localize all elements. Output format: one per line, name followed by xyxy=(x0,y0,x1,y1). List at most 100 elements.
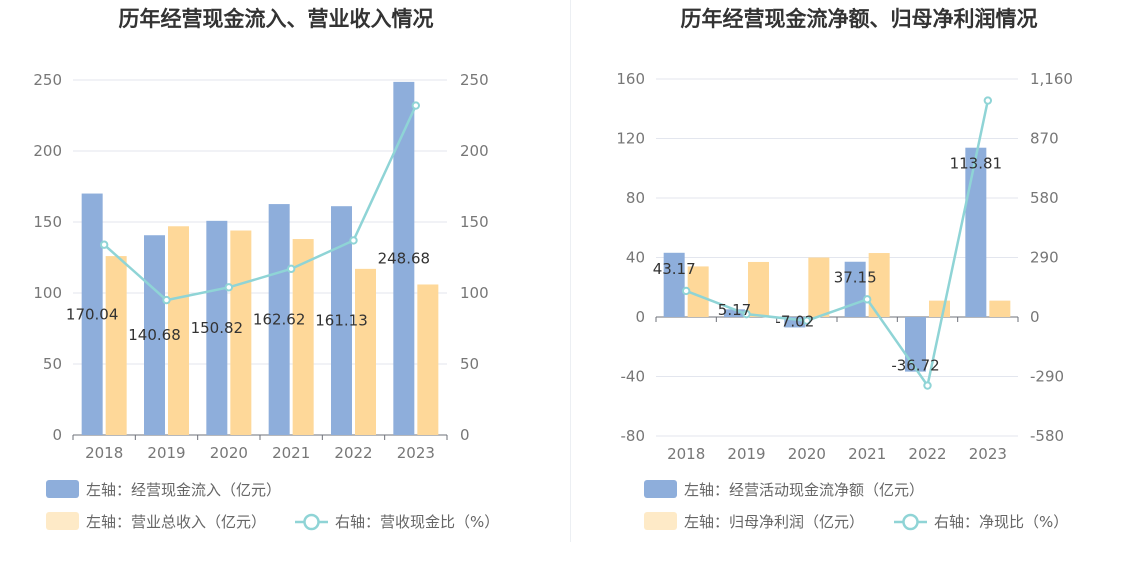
bar-data-label: 140.68 xyxy=(128,326,181,344)
ratio-point xyxy=(983,96,993,105)
legend-line-marker xyxy=(303,513,320,531)
bar-data-label: 162.62 xyxy=(253,311,306,329)
y-left-tick: 200 xyxy=(33,142,62,160)
bar-data-label: 150.82 xyxy=(191,319,244,337)
bar-cash-inflow xyxy=(206,220,228,435)
legend-swatch xyxy=(644,480,677,498)
bar-net-cashflow xyxy=(965,147,987,317)
x-tick-label: 2020 xyxy=(788,445,826,463)
chart-title: 历年经营现金流净额、归母净利润情况 xyxy=(681,7,1038,31)
bar-data-label: -7.02 xyxy=(775,312,814,330)
y-right-tick: 1,160 xyxy=(1030,70,1073,88)
bar-revenue xyxy=(292,239,314,435)
y-right-tick: 50 xyxy=(460,355,479,373)
y-right-tick: 0 xyxy=(1030,308,1040,326)
y-right-tick: 870 xyxy=(1030,130,1059,148)
y-right-tick: -580 xyxy=(1030,427,1064,445)
legend-label: 左轴：营业总收入（亿元） xyxy=(86,513,266,531)
y-right-tick: 250 xyxy=(460,71,489,89)
bar-data-label: 161.13 xyxy=(315,312,368,330)
x-tick-label: 2023 xyxy=(397,444,435,462)
y-left-tick: 0 xyxy=(635,308,645,326)
y-right-tick: 100 xyxy=(460,284,489,302)
ratio-point xyxy=(742,309,751,319)
legend-swatch xyxy=(644,512,677,530)
bar-data-label: 43.17 xyxy=(653,260,696,278)
y-right-tick: 0 xyxy=(460,426,470,444)
bar-revenue xyxy=(355,268,376,435)
y-left-tick: 150 xyxy=(33,213,62,231)
y-left-tick: -80 xyxy=(621,427,646,445)
y-left-tick: 100 xyxy=(33,284,62,302)
bar-net-profit xyxy=(929,300,950,317)
bar-net-profit xyxy=(989,300,1011,317)
x-tick-label: 2022 xyxy=(908,445,946,463)
ratio-line xyxy=(103,105,417,302)
ratio-point xyxy=(224,283,234,292)
bar-revenue xyxy=(168,226,189,435)
chart-title: 历年经营现金流入、营业收入情况 xyxy=(119,7,434,31)
ratio-point xyxy=(349,236,358,245)
legend-swatch xyxy=(46,512,79,530)
legend-swatch xyxy=(46,480,79,498)
bar-net-profit xyxy=(687,266,709,317)
x-tick-label: 2021 xyxy=(848,445,886,463)
bar-net-cashflow xyxy=(784,317,806,328)
bar-data-label: 37.15 xyxy=(834,269,877,287)
ratio-point xyxy=(802,316,812,325)
ratio-point xyxy=(411,101,421,110)
bar-net-profit xyxy=(808,257,830,317)
ratio-point xyxy=(862,295,872,304)
bar-net-cashflow xyxy=(905,317,926,372)
bar-data-label: 5.17 xyxy=(718,301,751,319)
y-left-tick: 80 xyxy=(626,189,645,207)
y-left-tick: 250 xyxy=(33,71,62,89)
bar-data-label: -36.72 xyxy=(891,357,939,375)
x-tick-label: 2019 xyxy=(727,445,765,463)
legend-line-marker xyxy=(902,513,919,531)
ratio-point xyxy=(99,240,109,249)
ratio-point xyxy=(286,264,296,274)
bar-net-profit xyxy=(748,261,769,317)
x-tick-label: 2018 xyxy=(667,445,705,463)
bar-net-cashflow xyxy=(724,309,745,317)
bar-cash-inflow xyxy=(393,81,415,436)
y-left-tick: 40 xyxy=(626,249,645,267)
bar-net-cashflow xyxy=(844,261,866,317)
bar-cash-inflow xyxy=(331,206,352,435)
bar-cash-inflow xyxy=(268,204,290,435)
bar-net-profit xyxy=(868,253,890,317)
y-left-tick: 160 xyxy=(616,70,645,88)
legend-label: 左轴：归母净利润（亿元） xyxy=(684,513,864,531)
ratio-point xyxy=(923,381,932,390)
legend-label: 左轴：经营现金流入（亿元） xyxy=(86,481,281,499)
x-tick-label: 2023 xyxy=(969,445,1007,463)
y-right-tick: 150 xyxy=(460,213,489,231)
bar-revenue xyxy=(417,284,439,435)
y-right-tick: 200 xyxy=(460,142,489,160)
ratio-point xyxy=(162,295,171,305)
legend-label: 左轴：经营活动现金流净额（亿元） xyxy=(684,481,924,499)
legend-label: 右轴：净现比（%） xyxy=(934,513,1068,531)
legend-label: 右轴：营收现金比（%） xyxy=(335,513,499,531)
y-right-tick: 290 xyxy=(1030,249,1059,267)
y-right-tick: -290 xyxy=(1030,368,1064,386)
bar-revenue xyxy=(105,256,127,435)
x-tick-label: 2018 xyxy=(85,444,123,462)
bar-data-label: 170.04 xyxy=(66,305,119,323)
bar-cash-inflow xyxy=(81,193,103,435)
y-left-tick: 120 xyxy=(616,130,645,148)
chart-divider xyxy=(570,0,571,542)
bar-data-label: 113.81 xyxy=(950,155,1003,173)
x-tick-label: 2019 xyxy=(147,444,185,462)
y-right-tick: 580 xyxy=(1030,189,1059,207)
x-tick-label: 2020 xyxy=(210,444,248,462)
bar-net-cashflow xyxy=(663,252,685,317)
y-left-tick: 0 xyxy=(52,426,62,444)
y-left-tick: 50 xyxy=(43,355,62,373)
x-tick-label: 2021 xyxy=(272,444,310,462)
x-tick-label: 2022 xyxy=(334,444,372,462)
bar-data-label: 248.68 xyxy=(378,249,431,267)
ratio-point xyxy=(681,286,691,296)
